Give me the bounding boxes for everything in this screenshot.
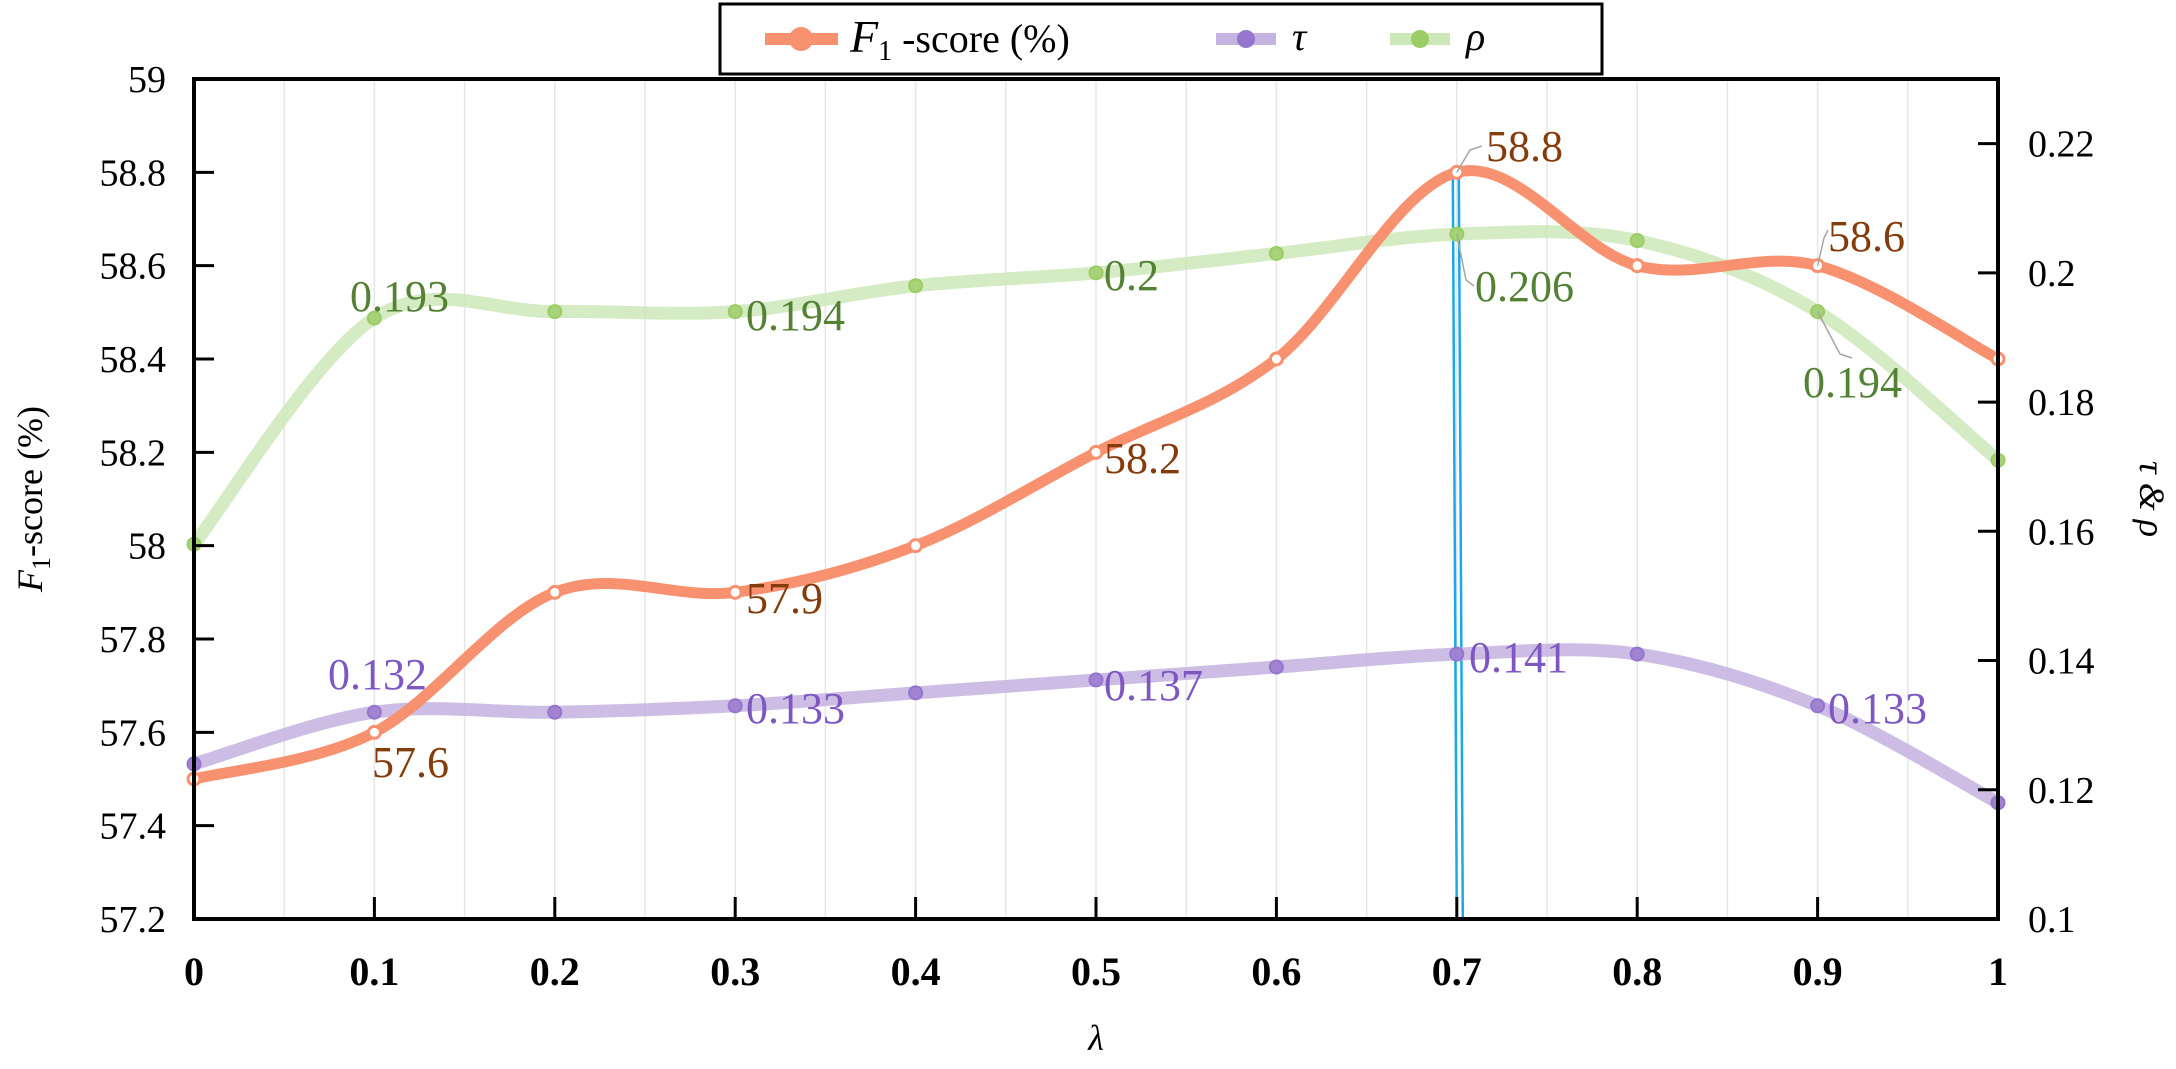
data-point-f1 (908, 538, 924, 554)
data-point-rho (1268, 245, 1284, 261)
data-label-rho: 0.194 (746, 291, 845, 340)
data-point-tau (1088, 672, 1104, 688)
y-axis-title-left: F1-score (%) (10, 406, 56, 593)
y-tick-label-right: 0.14 (2028, 641, 2095, 683)
x-tick-label: 1 (1988, 949, 2008, 994)
legend-item-tau: τ (1216, 14, 1308, 59)
data-point-rho (547, 304, 563, 320)
data-label-rho: 0.2 (1104, 251, 1159, 300)
x-tick-label: 0.2 (530, 949, 580, 994)
data-point-tau (1268, 659, 1284, 675)
data-point-f1 (366, 724, 382, 740)
leader-line (1456, 145, 1483, 173)
legend-marker-f1 (789, 27, 813, 51)
x-tick-label: 0.1 (349, 949, 399, 994)
x-axis-title: λ (1087, 1018, 1104, 1058)
svg-text:F1 -score (%): F1 -score (%) (849, 11, 1070, 67)
highlight-line (1457, 172, 1465, 920)
y-tick-label-right: 0.1 (2028, 899, 2076, 941)
x-tick-label: 0.9 (1793, 949, 1843, 994)
data-point-f1 (1088, 444, 1104, 460)
data-label-tau: 0.132 (328, 650, 427, 699)
x-tick-label: 0.6 (1251, 949, 1301, 994)
data-point-rho (727, 304, 743, 320)
data-label-f1: 58.2 (1104, 434, 1181, 483)
legend: F1 -score (%) τ ρ (718, 2, 1604, 76)
legend-item-rho: ρ (1390, 14, 1485, 59)
data-point-f1 (547, 584, 563, 600)
x-tick-label: 0.5 (1071, 949, 1121, 994)
data-point-rho (1088, 265, 1104, 281)
y-tick-label-right: 0.12 (2028, 770, 2095, 812)
data-label-tau: 0.137 (1104, 661, 1203, 710)
x-tick-label: 0.8 (1612, 949, 1662, 994)
highlight-line (1451, 172, 1459, 920)
data-label-f1: 58.8 (1486, 122, 1563, 171)
axes: 57.2 57.4 57.6 57.8 58 58.2 58.4 58.6 58.8 59 0.1 0… (100, 59, 2095, 994)
svg-text:ρ: ρ (1464, 14, 1485, 59)
x-tick-label: 0.7 (1432, 949, 1482, 994)
y-tick-label-left: 57.8 (100, 619, 167, 661)
y-axis-title-right: τ & ρ (2132, 461, 2172, 537)
data-point-f1 (1268, 351, 1284, 367)
legend-marker-tau (1237, 30, 1255, 48)
gridlines (283, 79, 1909, 919)
data-point-tau (908, 685, 924, 701)
y-tick-label-right: 0.18 (2028, 382, 2095, 424)
legend-item-f1: F1 -score (%) (765, 11, 1070, 67)
x-tick-label: 0.3 (710, 949, 760, 994)
svg-text:τ: τ (1292, 14, 1308, 59)
series-tau (186, 643, 2006, 811)
y-tick-label-left: 59 (128, 59, 166, 101)
legend-marker-rho (1411, 30, 1429, 48)
data-label-f1: 58.6 (1828, 212, 1905, 261)
leader-line (1816, 311, 1853, 359)
data-label-tau: 0.133 (746, 684, 845, 733)
x-tick-label: 0.4 (891, 949, 941, 994)
y-tick-label-right: 0.2 (2028, 253, 2076, 295)
data-labels: 57.6 57.9 58.2 58.8 58.6 0.132 0.133 0.137 0.141… (328, 122, 1927, 787)
data-label-rho: 0.206 (1475, 262, 1574, 311)
data-point-f1 (1629, 258, 1645, 274)
x-tick-label: 0 (184, 949, 204, 994)
data-point-rho (1629, 233, 1645, 249)
y-tick-label-left: 57.4 (100, 806, 167, 848)
data-point-f1 (727, 584, 743, 600)
leader-line (1816, 229, 1829, 266)
data-label-tau: 0.133 (1828, 684, 1927, 733)
series-line-f1 (188, 165, 2004, 785)
y-tick-label-left: 58 (128, 526, 166, 568)
data-label-rho: 0.194 (1803, 358, 1902, 407)
y-tick-label-left: 58.8 (100, 152, 167, 194)
y-tick-label-left: 58.4 (100, 339, 167, 381)
data-label-f1: 57.9 (746, 574, 823, 623)
y-tick-label-left: 58.2 (100, 432, 167, 474)
data-point-tau (366, 704, 382, 720)
data-point-tau (1629, 646, 1645, 662)
data-point-rho (908, 278, 924, 294)
data-point-tau (1449, 646, 1465, 662)
y-tick-label-left: 58.6 (100, 246, 167, 288)
data-point-tau (547, 704, 563, 720)
highlight-marker (1451, 172, 1465, 920)
y-tick-label-left: 57.2 (100, 899, 167, 941)
y-tick-label-right: 0.16 (2028, 511, 2095, 553)
data-point-tau (727, 698, 743, 714)
legend-box (718, 2, 1604, 76)
y-tick-label-right: 0.22 (2028, 124, 2095, 166)
data-point-rho (366, 310, 382, 326)
leader-line (1456, 233, 1475, 287)
series-rho (186, 225, 2006, 552)
data-label-tau: 0.141 (1469, 633, 1568, 682)
data-label-rho: 0.193 (350, 272, 449, 321)
data-label-f1: 57.6 (372, 738, 449, 787)
y-tick-label-left: 57.6 (100, 712, 167, 754)
data-point-tau (1810, 698, 1826, 714)
